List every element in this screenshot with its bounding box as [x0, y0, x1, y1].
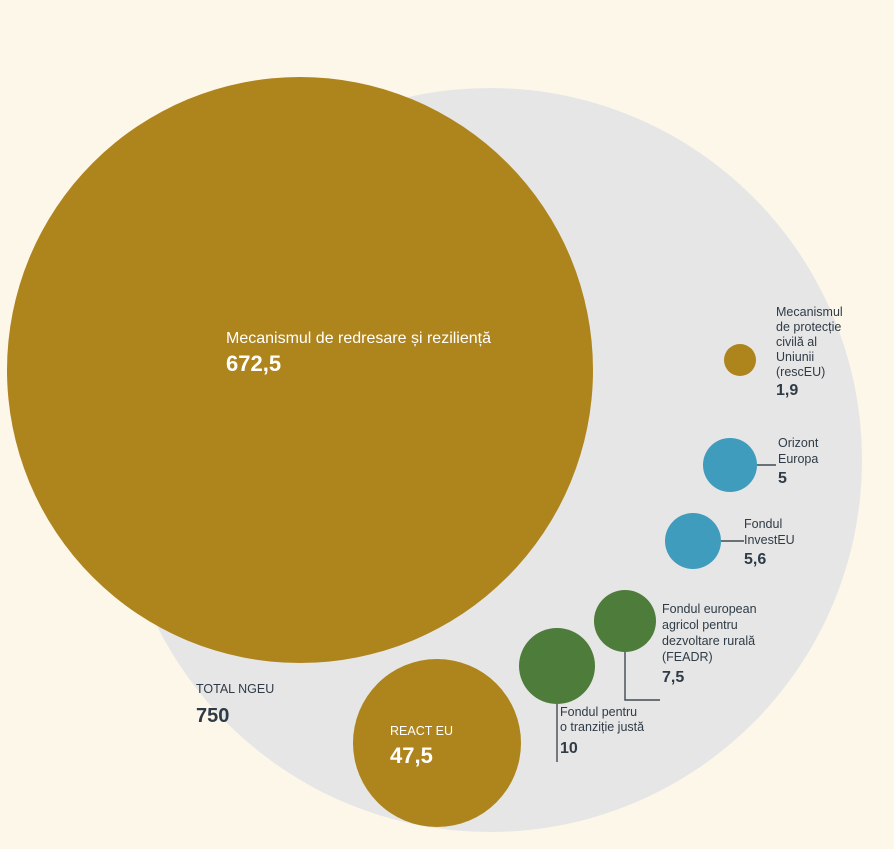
bubble-label-rescue: civilă al	[776, 335, 817, 349]
bubble-feadr	[594, 590, 656, 652]
bubbles-group	[7, 77, 757, 827]
bubble-value-jtf: 10	[560, 740, 578, 757]
bubble-label-feadr: agricol pentru	[662, 618, 738, 632]
bubble-value-orizont: 5	[778, 470, 787, 487]
bubble-label-react: REACT EU	[390, 724, 453, 738]
bubble-label-orizont: Orizont	[778, 436, 819, 450]
bubble-investeu	[665, 513, 721, 569]
bubble-label-rescue: (rescEU)	[776, 365, 825, 379]
bubble-label-investeu: InvestEU	[744, 533, 795, 547]
leader-line-feadr	[624, 652, 660, 701]
bubble-value-investeu: 5,6	[744, 551, 766, 568]
bubble-jtf	[519, 628, 595, 704]
bubble-value-feadr: 7,5	[662, 669, 684, 686]
bubble-value-rrf: 672,5	[226, 351, 281, 376]
bubble-label-feadr: Fondul european	[662, 602, 757, 616]
bubble-orizont	[703, 438, 757, 492]
labels-group: Mecanismul de redresare și reziliență 672…	[226, 305, 843, 768]
bubble-label-rescue: de protecție	[776, 320, 841, 334]
bubble-value-react: 47,5	[390, 743, 433, 768]
bubble-label-feadr: (FEADR)	[662, 650, 713, 664]
bubble-label-orizont: Europa	[778, 452, 818, 466]
bubble-label-rescue: Uniunii	[776, 350, 814, 364]
total-ngeu-value: 750	[196, 705, 229, 727]
bubble-label-jtf: Fondul pentru	[560, 705, 637, 719]
total-ngeu-label: TOTAL NGEU	[196, 682, 274, 696]
bubble-react	[353, 659, 521, 827]
bubble-label-rescue: Mecanismul	[776, 305, 843, 319]
leader-lines-group	[556, 464, 776, 762]
bubble-label-rrf: Mecanismul de redresare și reziliență	[226, 330, 491, 347]
bubble-label-jtf: o tranziție justă	[560, 720, 644, 734]
bubble-rescue	[724, 344, 756, 376]
bubble-value-rescue: 1,9	[776, 382, 798, 399]
bubble-label-feadr: dezvoltare rurală	[662, 634, 755, 648]
bubble-label-investeu: Fondul	[744, 517, 782, 531]
bubble-rrf	[7, 77, 593, 663]
